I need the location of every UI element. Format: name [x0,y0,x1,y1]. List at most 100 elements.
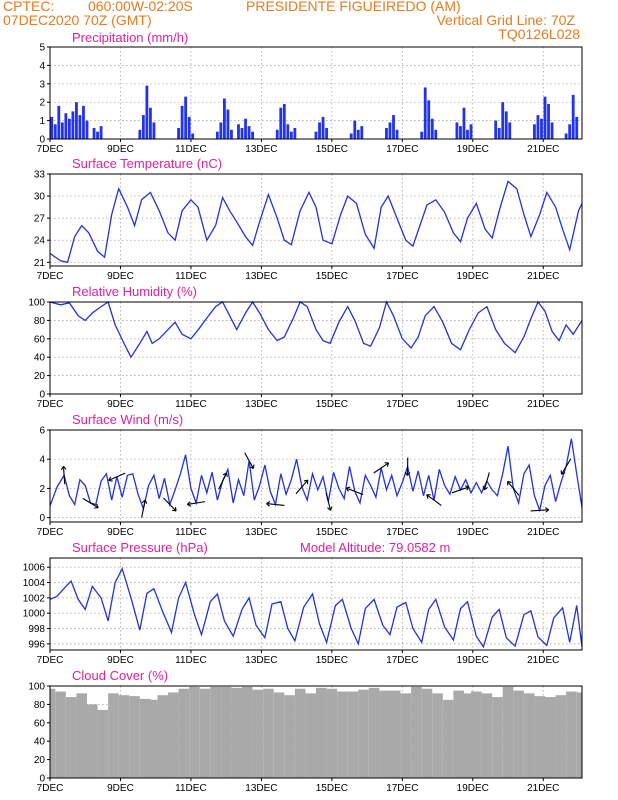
precip-bar [53,124,57,139]
x-tick-label: 7DEC [37,527,64,538]
cloud-cover-column [305,693,316,778]
x-tick-label: 11DEC [175,783,207,794]
cloud-cover-column [294,688,306,778]
precip-bar [180,105,184,139]
wind-arrow [82,497,99,509]
precip-bar [571,94,575,139]
y-tick-label: 998 [28,624,45,635]
wind-arrow [345,486,364,496]
y-tick-label: 6 [39,426,45,437]
wind-panel: Surface Wind (m/s) 0 2 4 6 7DEC 9DEC 11DEC 13DE… [37,412,583,538]
wind-title: Surface Wind (m/s) [72,412,183,427]
x-tick-label: 15DEC [316,271,348,282]
precip-bar [388,122,392,139]
precip-bar [71,111,75,139]
x-tick-label: 7DEC [37,144,64,155]
precip-bar [318,122,321,139]
wind-arrow [266,501,285,507]
plot-frame [49,46,583,140]
y-tick-label: 2 [39,98,45,109]
wind-arrow [507,480,520,496]
precip-bar [184,96,188,139]
y-tick-label: 0 [39,135,45,146]
plot-frame [49,173,583,267]
x-tick-label: 15DEC [316,655,348,666]
precip-bar [459,126,462,139]
wind-arrow [60,465,67,485]
wind-arrow [530,507,550,513]
cloud-cover-column [168,692,179,778]
cloud-cover-column [379,690,390,778]
cloud-cover-column [337,691,348,778]
y-tick-label: 3 [39,79,45,90]
precip-bar [430,118,434,139]
precipitation-panel: Precipitation (mm/h) 0 1 2 3 4 5 7DEC 9DEC 11DEC… [37,30,583,155]
precip-bar [353,120,357,139]
cloud-cover-column [389,690,401,778]
precip-bar [420,131,424,139]
precip-bar [187,116,191,139]
x-tick-label: 17DEC [386,399,418,410]
precip-bar [395,129,399,139]
wind-arrow [451,485,470,494]
wind-arrow [560,458,572,475]
x-tick-label: 17DEC [386,783,418,794]
cloud-cover-column [481,693,493,778]
temp-series-line [49,180,583,264]
x-tick-label: 21DEC [527,399,559,410]
y-tick-label: 1002 [23,593,46,604]
cloud-cover-column [189,686,200,778]
cloud-cover-column [146,699,158,778]
precip-bar [138,129,142,139]
precip-bar [219,122,223,139]
y-tick-label: 1000 [23,609,46,620]
x-tick-label: 9DEC [107,271,134,282]
y-tick-label: 40 [34,737,46,748]
cloud-cover-column [108,693,119,778]
precip-bar [279,107,283,139]
cloud-cover-panel: Cloud Cover (%) 0 20 40 60 80 100 7DEC 9DEC 11DE… [28,668,583,794]
x-tick-label: 19DEC [457,399,489,410]
precip-bar [360,126,364,139]
cloud-cover-column [65,697,77,778]
humidity-panel: Relative Humidity (%) 0 20 40 60 80 100 7DEC 9D… [28,284,583,410]
precip-bar [237,124,240,139]
wind-arrow [426,494,442,506]
precip-bar [540,118,543,139]
cloud-cover-column [358,689,369,778]
cloud-cover-column [471,691,482,778]
cloud-cover-column [421,688,433,778]
cloud-cover-column [129,696,140,778]
y-tick-label: 40 [34,353,46,364]
wind-series-line [49,438,583,513]
precip-bar [60,122,64,139]
humidity-title: Relative Humidity (%) [72,284,197,299]
x-tick-label: 19DEC [457,527,489,538]
precip-bar [57,105,61,139]
x-tick-label: 13DEC [245,655,277,666]
precip-bar [286,124,290,139]
precip-bar [469,124,473,139]
precip-bar [325,127,328,139]
precip-bar [575,116,579,139]
x-tick-label: 9DEC [107,144,134,155]
cloud-cover-column [86,704,98,778]
precip-bar [466,129,469,139]
precip-bar [67,118,71,139]
wind-arrow [373,462,390,474]
precipitation-title: Precipitation (mm/h) [72,30,188,45]
y-tick-label: 20 [34,371,46,382]
precip-bar [536,115,540,139]
precip-bar [222,98,226,139]
precip-bar [547,104,550,139]
y-tick-label: 33 [34,170,46,181]
precip-bar [293,127,297,139]
y-tick-label: 0 [39,513,45,524]
precip-bar [275,129,279,139]
y-tick-label: 0 [39,390,45,401]
header-run-time: 07DEC2020 70Z (GMT) [3,12,152,28]
x-tick-label: 21DEC [527,655,559,666]
cloud-cover-column [463,776,475,778]
precip-bar [92,127,96,139]
